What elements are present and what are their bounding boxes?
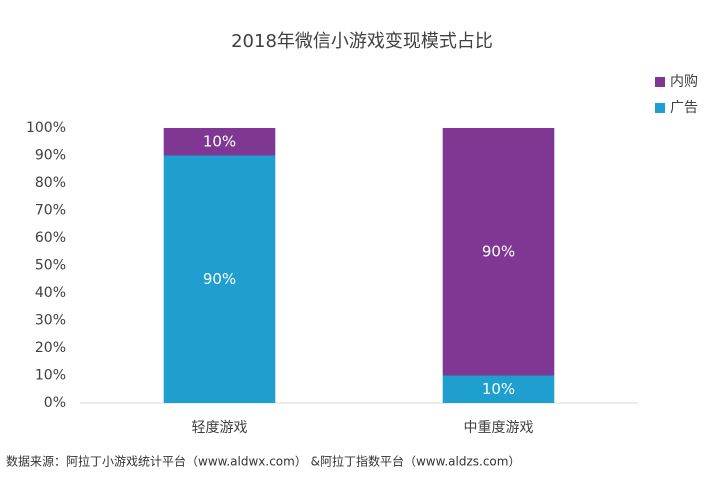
- bar-segment: [442, 128, 555, 376]
- x-tick-label: 中重度游戏: [464, 420, 534, 436]
- x-tick-label: 轻度游戏: [192, 420, 248, 436]
- legend-swatch: [655, 77, 665, 87]
- legend-label: 广告: [670, 100, 698, 116]
- y-tick-label: 60%: [35, 230, 66, 246]
- bar-segment: [442, 375, 555, 403]
- legend-swatch: [655, 103, 665, 113]
- legend-label: 内购: [670, 74, 698, 90]
- bar-segment: [163, 155, 276, 403]
- y-tick-label: 20%: [35, 340, 66, 356]
- y-tick-label: 40%: [35, 285, 66, 301]
- bar-segment: [163, 128, 276, 156]
- source-note: 数据来源：阿拉丁小游戏统计平台（www.aldwx.com） &阿拉丁指数平台（…: [6, 454, 520, 469]
- data-label: 10%: [482, 380, 515, 398]
- data-label: 90%: [482, 242, 515, 260]
- y-tick-label: 80%: [35, 175, 66, 191]
- y-tick-label: 0%: [44, 395, 66, 411]
- y-tick-label: 70%: [35, 203, 66, 219]
- y-tick-label: 50%: [35, 258, 66, 274]
- y-tick-label: 10%: [35, 368, 66, 384]
- y-tick-label: 90%: [35, 148, 66, 164]
- data-label: 90%: [203, 270, 236, 288]
- chart-title: 2018年微信小游戏变现模式占比: [231, 31, 493, 52]
- y-tick-label: 30%: [35, 313, 66, 329]
- data-label: 10%: [203, 132, 236, 150]
- y-tick-label: 100%: [26, 120, 66, 136]
